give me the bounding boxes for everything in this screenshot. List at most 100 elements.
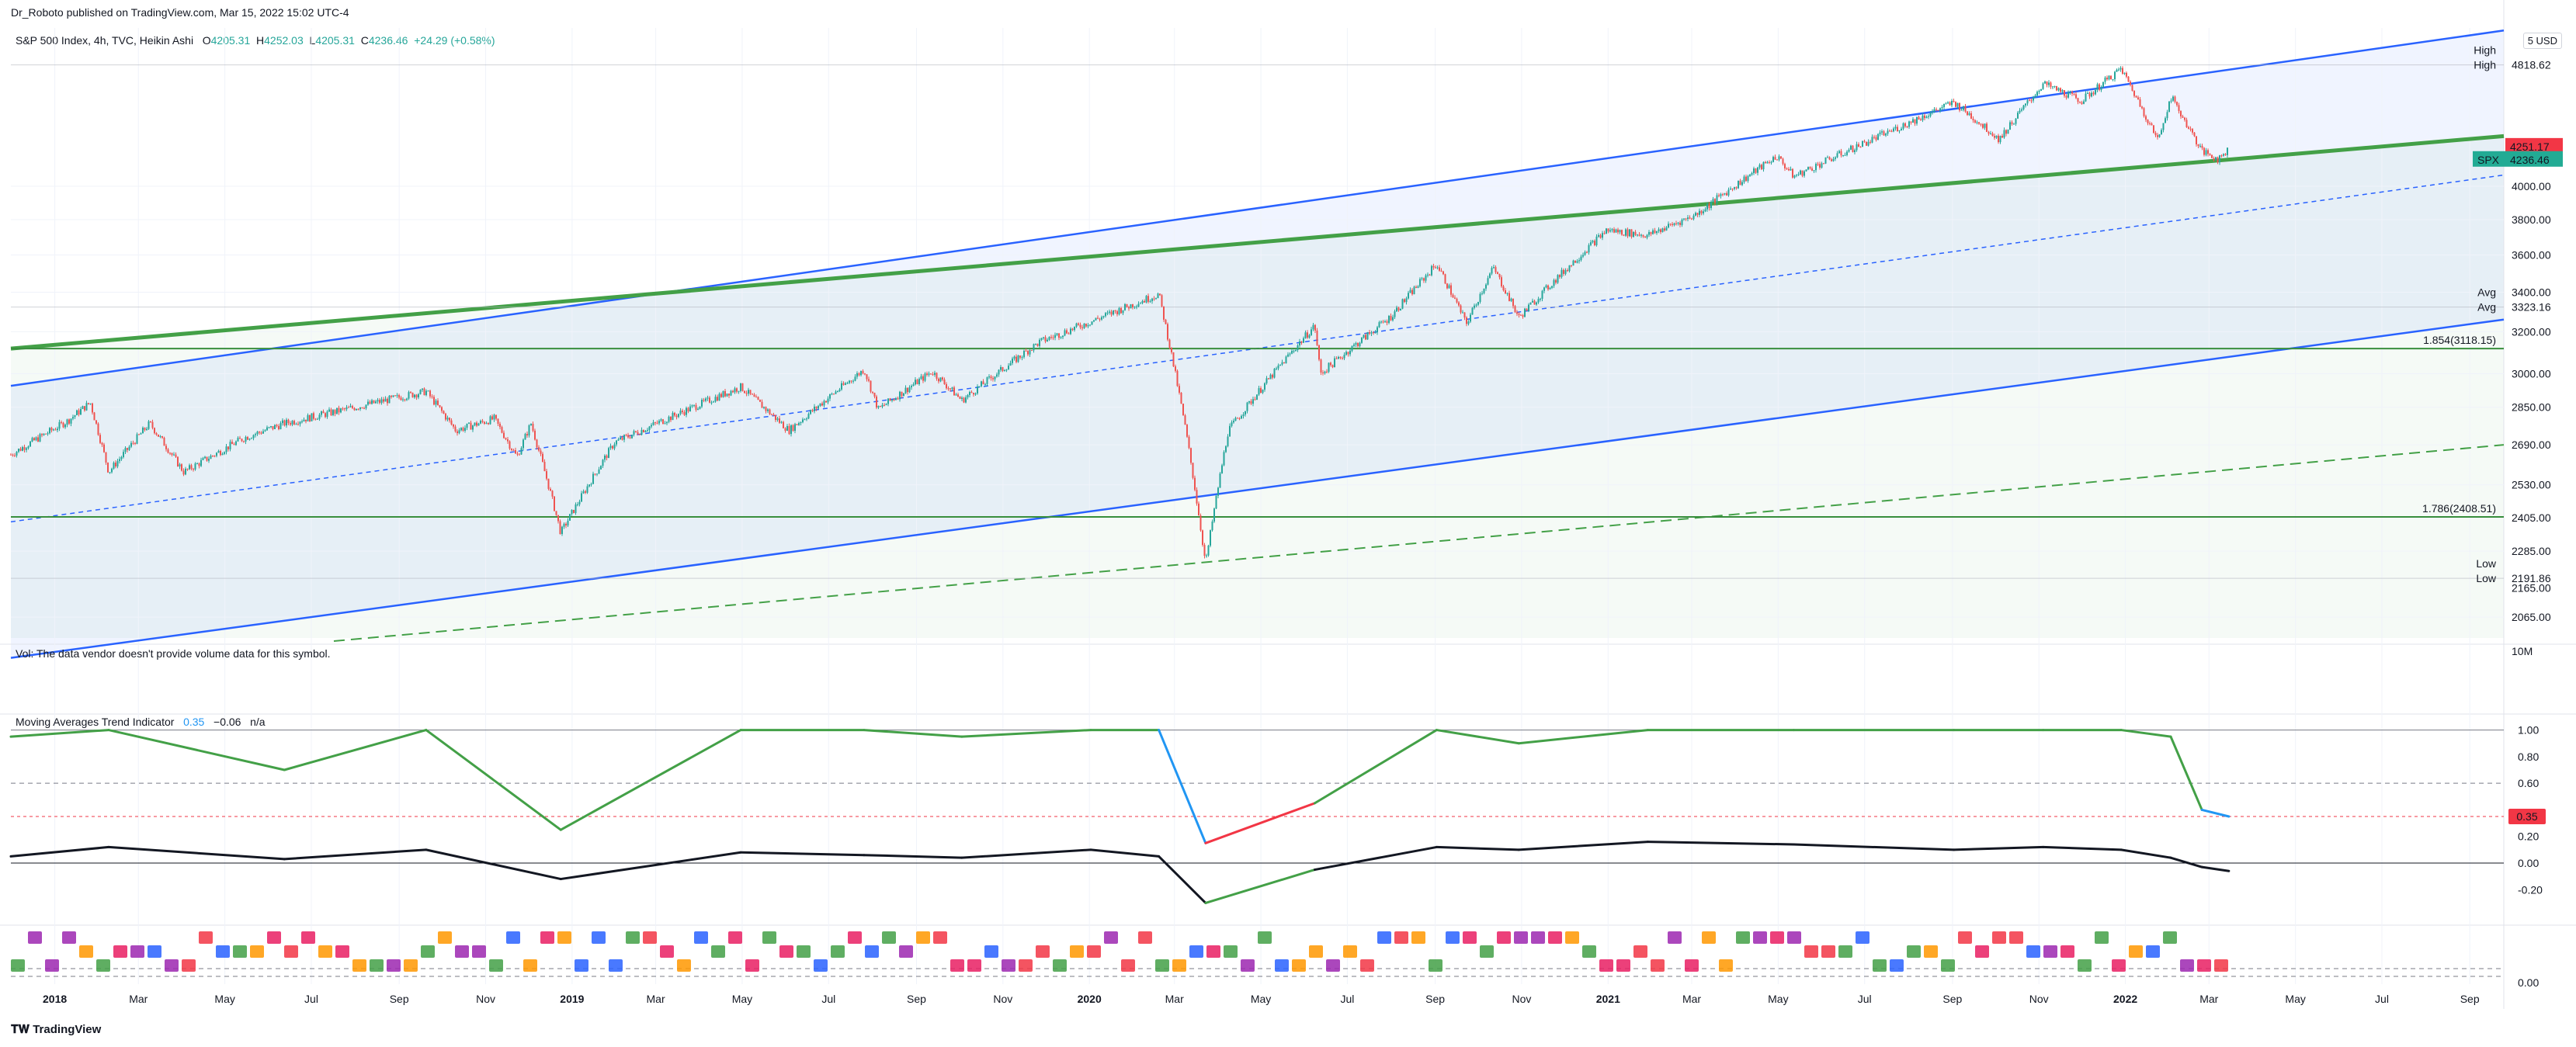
candle-body [1409, 289, 1411, 293]
candle-body [953, 387, 955, 396]
pattern-tag [1975, 945, 1989, 958]
candle-body [1543, 287, 1545, 291]
pattern-tag [933, 931, 947, 944]
candle-body [1079, 324, 1081, 328]
candle-body [689, 406, 691, 412]
candle-body [193, 469, 194, 470]
candle-body [2207, 150, 2209, 154]
candle-body [2096, 84, 2099, 90]
candle-body [1145, 296, 1147, 303]
candle-body [1932, 111, 1933, 113]
pattern-tag [2163, 931, 2177, 944]
candle-body [582, 491, 585, 494]
candle-body [1813, 170, 1815, 172]
candle-body [2166, 112, 2168, 119]
candle-body [181, 464, 182, 471]
candle-body [734, 388, 736, 393]
candle-body [936, 373, 938, 379]
tradingview-logo[interactable]: 𝐓𝐖 TradingView [11, 1023, 101, 1036]
pattern-tag [1736, 931, 1750, 944]
candle-body [868, 379, 870, 381]
indicator-value-1: 0.35 [183, 716, 205, 728]
candle-body [2116, 69, 2118, 72]
pattern-tag [1155, 959, 1169, 972]
candle-body [472, 425, 474, 430]
candle-body [449, 418, 450, 421]
indicator-tick-label: 0.20 [2518, 830, 2539, 843]
candle-body [1720, 194, 1722, 196]
candle-body [441, 407, 443, 411]
candle-body [1151, 298, 1153, 302]
pattern-tag [1053, 959, 1067, 972]
candle-body [1144, 300, 1145, 303]
symbol-name[interactable]: S&P 500 Index, 4h, TVC, Heikin Ashi [16, 34, 194, 47]
candle-body [380, 399, 383, 404]
candle-body [272, 426, 274, 429]
candle-body [1925, 116, 1928, 119]
candle-body [753, 394, 755, 397]
candle-body [814, 406, 815, 411]
pattern-tag [1582, 945, 1596, 958]
candle-body [738, 390, 740, 392]
candle-body [1972, 118, 1974, 120]
candle-body [1522, 315, 1524, 317]
trend-indicator-segment [107, 729, 286, 771]
pattern-tag [609, 959, 623, 972]
candle-body [1128, 307, 1130, 309]
candle-body [943, 379, 946, 384]
candle-body [1955, 102, 1956, 107]
x-tick-label: Sep [390, 993, 409, 1005]
candle-body [1467, 321, 1470, 324]
candle-body [1036, 343, 1039, 346]
candle-body [1031, 350, 1033, 352]
candle-body [849, 380, 850, 383]
candle-body [526, 434, 528, 436]
pattern-tag [1599, 959, 1613, 972]
candle-body [2126, 72, 2127, 77]
candle-body [2217, 157, 2219, 163]
candle-body [1487, 278, 1489, 285]
candle-body [534, 430, 536, 440]
candle-body [934, 373, 936, 375]
candle-body [1786, 168, 1788, 169]
candle-body [357, 408, 359, 410]
candle-body [208, 459, 210, 461]
candle-body [710, 402, 713, 404]
candle-body [897, 398, 899, 400]
x-tick-label: Nov [993, 993, 1012, 1005]
trend-indicator-secondary-segment [425, 848, 562, 881]
price-tick-label: 2165.00 [2512, 581, 2551, 594]
candle-body [992, 378, 994, 380]
candle-body [652, 422, 654, 425]
pattern-tag [762, 931, 776, 944]
pattern-tag [165, 959, 179, 972]
candle-body [955, 394, 957, 396]
indicator-name[interactable]: Moving Averages Trend Indicator [16, 716, 175, 728]
candle-body [884, 404, 885, 406]
candle-body [641, 429, 643, 435]
candle-body [687, 407, 689, 412]
candle-body [1029, 350, 1031, 355]
candle-body [901, 391, 903, 397]
candle-body [2019, 110, 2021, 113]
candle-body [1850, 145, 1852, 150]
candle-body [963, 397, 965, 403]
candle-body [1889, 130, 1890, 132]
candle-body [2185, 120, 2188, 127]
candle-body [1561, 269, 1563, 277]
pattern-tick-label: 0.00 [2518, 976, 2539, 989]
candle-body [571, 509, 573, 515]
candle-body [691, 405, 693, 407]
candle-body [1446, 283, 1448, 289]
currency-button[interactable]: 5 USD [2522, 33, 2562, 49]
candle-body [1885, 133, 1887, 136]
candle-body [1784, 164, 1786, 168]
candle-body [1495, 267, 1497, 272]
candle-body [1320, 359, 1322, 373]
candle-body [233, 444, 235, 445]
candle-body [332, 410, 334, 415]
candle-body [802, 419, 804, 422]
candle-body [1351, 345, 1353, 351]
candle-body [301, 421, 303, 422]
